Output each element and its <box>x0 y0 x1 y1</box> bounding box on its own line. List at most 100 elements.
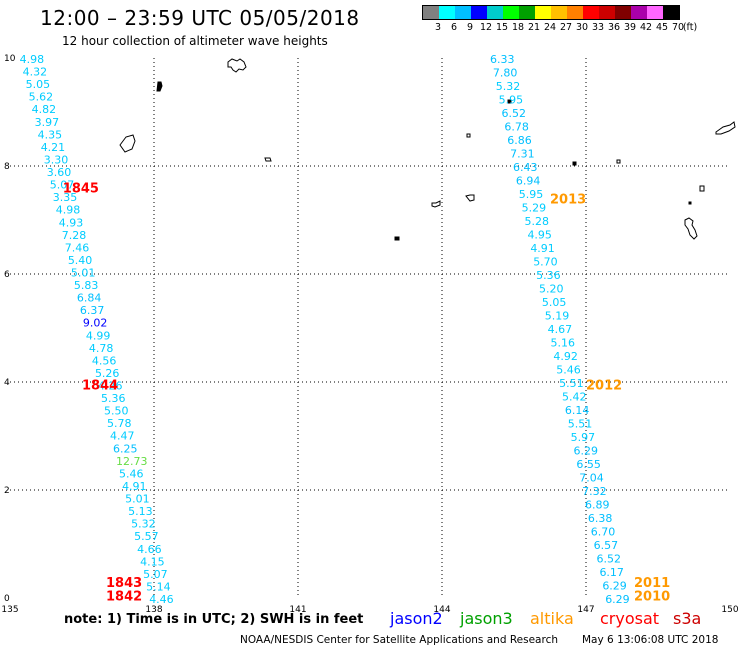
wave-height-value: 4.66 <box>137 543 162 556</box>
wave-height-value: 6.57 <box>594 539 619 552</box>
satellite-legend-jason3: jason3 <box>460 609 513 628</box>
wave-height-value: 3.30 <box>44 153 68 166</box>
wave-height-value: 5.16 <box>550 337 575 350</box>
wave-height-value: 5.42 <box>562 391 587 404</box>
wave-height-value: 4.99 <box>86 329 111 342</box>
wave-height-value: 5.28 <box>525 215 550 228</box>
color-swatch <box>471 6 487 19</box>
wave-height-value: 4.21 <box>41 141 66 154</box>
wave-height-value: 4.82 <box>32 103 57 116</box>
wave-height-value: 6.43 <box>513 161 538 174</box>
island-outline <box>227 58 247 73</box>
wave-height-value: 9.02 <box>83 317 108 330</box>
wave-height-value: 5.95 <box>519 188 544 201</box>
altimeter-tracks: 4.984.325.055.624.823.974.354.213.303.60… <box>20 53 630 606</box>
color-swatch <box>455 6 471 19</box>
color-scale-labels: 3 6 9 12 15 18 21 24 27 30 33 36 39 42 45 70 (ft) <box>422 20 697 34</box>
footer-credit: NOAA/NESDIS Center for Satellite Applica… <box>240 634 558 646</box>
wave-height-value: 4.56 <box>92 354 117 367</box>
wave-height-value: 5.01 <box>125 493 150 506</box>
wave-height-value: 5.05 <box>26 78 51 91</box>
x-tick-label: 144 <box>433 605 450 615</box>
wave-height-value: 6.17 <box>599 566 624 579</box>
color-swatch <box>519 6 535 19</box>
color-swatch <box>663 6 679 19</box>
wave-height-value: 6.38 <box>588 512 613 525</box>
satellite-legend-s3a: s3a <box>673 609 702 628</box>
wave-height-value: 5.07 <box>50 179 74 192</box>
pass-time-label: 2013 <box>550 192 586 207</box>
wave-height-value: 4.93 <box>59 216 84 229</box>
y-tick-label: 0 <box>4 594 10 604</box>
wave-height-value: 6.14 <box>565 404 590 417</box>
pass-time-label: 1845 <box>63 182 99 197</box>
island-outline <box>466 133 471 138</box>
island-outline <box>684 217 698 240</box>
wave-height-value: 5.19 <box>545 310 570 323</box>
pass-time-label: 1843 <box>106 576 142 591</box>
wave-height-value: 5.40 <box>68 254 93 267</box>
color-scale-label: 27 <box>559 22 573 33</box>
island-outline <box>688 201 692 205</box>
wave-height-value: 6.89 <box>585 499 610 512</box>
pass-time-label: 2012 <box>586 379 622 394</box>
wave-height-value: 12.73 <box>116 455 148 468</box>
color-swatch <box>599 6 615 19</box>
color-swatch <box>439 6 455 19</box>
island-outline <box>616 159 621 164</box>
wave-height-value: 5.51 <box>568 418 593 431</box>
y-tick-label: 4 <box>4 378 10 388</box>
x-tick-label: 138 <box>145 605 162 615</box>
wave-height-value: 5.26 <box>95 367 120 380</box>
color-scale-label: 70 <box>671 22 685 33</box>
wave-height-value: 4.92 <box>553 350 578 363</box>
color-swatch <box>503 6 519 19</box>
wave-height-value: 6.78 <box>504 121 529 134</box>
wave-height-value: 5.13 <box>128 505 153 518</box>
wave-height-value: 4.78 <box>89 342 114 355</box>
wave-height-value: 5.97 <box>571 431 596 444</box>
wave-height-value: 5.70 <box>533 256 558 269</box>
wave-height-value: 4.35 <box>38 128 63 141</box>
island-outline <box>156 81 163 92</box>
map-axis-labels: 135 138 141 144 147 150 0 2 4 6 8 10 <box>1 54 738 615</box>
wave-height-value: 4.98 <box>56 204 81 217</box>
wave-height-value: 5.32 <box>131 518 156 531</box>
wave-height-value: 5.83 <box>74 279 99 292</box>
wave-height-value: 6.84 <box>77 292 102 305</box>
wave-height-value: 4.15 <box>140 555 165 568</box>
wave-height-value: 5.78 <box>107 417 132 430</box>
wave-height-value: 4.98 <box>20 53 44 66</box>
color-scale-label: 39 <box>623 22 637 33</box>
wave-height-value: 4.95 <box>527 229 552 242</box>
color-scale-label: 30 <box>575 22 589 33</box>
wave-height-value: 5.07 <box>143 568 168 581</box>
island-outline <box>572 161 577 166</box>
y-tick-label: 2 <box>4 486 10 496</box>
x-tick-label: 135 <box>1 605 18 615</box>
color-scale-label: 36 <box>607 22 621 33</box>
wave-height-value: 5.36 <box>101 392 126 405</box>
wave-height-value: 6.52 <box>502 107 527 120</box>
wave-height-value: 6.37 <box>80 304 105 317</box>
wave-height-value: 3.97 <box>35 116 60 129</box>
footer-note: note: 1) Time is in UTC; 2) SWH is in fe… <box>64 612 364 627</box>
color-scale-label: 9 <box>466 22 474 33</box>
map-gridlines <box>10 58 730 598</box>
color-scale-label: 15 <box>495 22 509 33</box>
island-outline <box>699 185 705 192</box>
land-outlines <box>119 58 736 241</box>
wave-height-value: 5.36 <box>536 269 561 282</box>
wave-height-value: 5.95 <box>499 94 524 107</box>
color-swatch <box>567 6 583 19</box>
wave-height-value: 3.60 <box>47 166 72 179</box>
color-swatch <box>487 6 503 19</box>
map-subtitle: 12 hour collection of altimeter wave hei… <box>62 34 328 48</box>
wave-height-value: 5.46 <box>119 467 143 480</box>
island-outline <box>264 157 272 162</box>
pass-time-label: 2010 <box>634 589 670 604</box>
wave-height-value: 5.32 <box>496 80 521 93</box>
wave-height-value: 5.29 <box>522 202 547 215</box>
wave-height-value: 6.55 <box>576 458 601 471</box>
wave-height-value: 5.51 <box>559 377 584 390</box>
